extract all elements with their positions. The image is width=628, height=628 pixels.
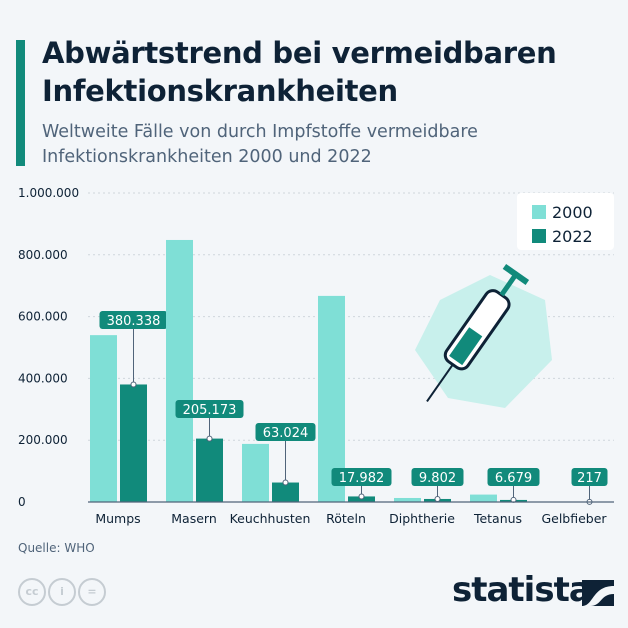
cc-icon: cc [18, 578, 46, 606]
data-label: 9.802 [419, 471, 456, 486]
bar-chart: 0 200.000 400.000 600.000 800.000 1.000.000 20… [18, 186, 614, 526]
data-label-box [255, 423, 316, 441]
data-label-box [571, 468, 608, 486]
bar-2000-diphtherie [394, 497, 421, 502]
data-label-box [175, 400, 244, 418]
page-subtitle: Weltweite Fälle von durch Impfstoffe ver… [42, 122, 478, 167]
bar-2000-mumps [90, 335, 117, 502]
data-label: 380.338 [107, 314, 161, 329]
x-tick-label: Röteln [326, 511, 366, 526]
data-label: 217 [577, 471, 602, 486]
x-tick-label: Tetanus [473, 511, 522, 526]
x-tick-label: Mumps [95, 511, 140, 526]
y-tick-label: 200.000 [18, 433, 68, 447]
syringe-illustration [415, 263, 552, 408]
x-tick-label: Masern [171, 511, 217, 526]
source-note: Quelle: WHO [18, 541, 95, 555]
y-tick-label: 0 [18, 495, 26, 509]
bar-2022-mumps [120, 384, 147, 502]
bar-2000-keuchhusten [242, 443, 269, 502]
page-title: Abwärtstrend bei vermeidbaren Infektions… [42, 36, 557, 108]
y-tick-label: 1.000.000 [18, 186, 79, 200]
legend-label: 2000 [552, 203, 593, 222]
data-point-marker [434, 495, 441, 502]
legend-swatch [532, 205, 546, 219]
x-tick-label: Diphtherie [389, 511, 455, 526]
bar-2000-masern [166, 239, 193, 502]
bar-2022-keuchhusten [272, 482, 299, 502]
statista-logo: statista [452, 570, 592, 610]
data-label-box [99, 311, 168, 329]
data-point-marker [358, 493, 365, 500]
y-tick-label: 800.000 [18, 248, 68, 262]
equals-icon: = [78, 578, 106, 606]
statista-logo-icon [582, 580, 614, 606]
title-accent-bar [16, 40, 25, 166]
legend-label: 2022 [552, 227, 593, 246]
data-label-box [411, 468, 464, 486]
y-tick-label: 400.000 [18, 371, 68, 385]
data-label: 17.982 [339, 471, 385, 486]
bar-2022-masern [196, 438, 223, 502]
person-icon: i [48, 578, 76, 606]
bar-2000-tetanus [470, 494, 497, 502]
data-point-marker [130, 381, 137, 388]
data-point-marker [206, 435, 213, 442]
bar-2000-röteln [318, 295, 345, 502]
legend-swatch [532, 229, 546, 243]
x-tick-label: Gelbfieber [541, 511, 607, 526]
data-point-marker [282, 479, 289, 486]
data-label-box [331, 468, 392, 486]
x-tick-label: Keuchhusten [230, 511, 311, 526]
data-label: 63.024 [263, 426, 309, 441]
data-label-box [487, 468, 540, 486]
data-label: 6.679 [495, 471, 532, 486]
y-tick-label: 600.000 [18, 310, 68, 324]
data-label: 205.173 [183, 403, 237, 418]
